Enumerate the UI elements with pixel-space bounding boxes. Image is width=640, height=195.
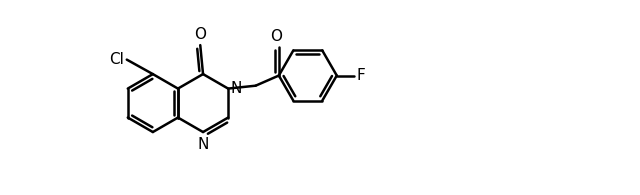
Text: N: N	[231, 81, 243, 96]
Text: Cl: Cl	[109, 52, 124, 67]
Text: F: F	[357, 68, 365, 83]
Text: N: N	[197, 136, 209, 152]
Text: O: O	[270, 29, 282, 44]
Text: O: O	[195, 27, 206, 42]
